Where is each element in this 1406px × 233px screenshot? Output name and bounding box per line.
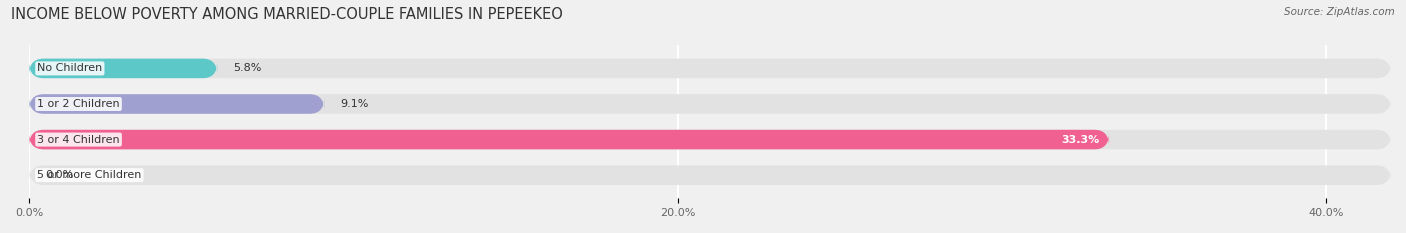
Text: INCOME BELOW POVERTY AMONG MARRIED-COUPLE FAMILIES IN PEPEEKEO: INCOME BELOW POVERTY AMONG MARRIED-COUPL… <box>11 7 564 22</box>
FancyBboxPatch shape <box>30 165 1391 185</box>
FancyBboxPatch shape <box>30 94 325 114</box>
Text: 9.1%: 9.1% <box>340 99 368 109</box>
Text: 33.3%: 33.3% <box>1062 135 1099 144</box>
Text: 1 or 2 Children: 1 or 2 Children <box>37 99 120 109</box>
Text: 0.0%: 0.0% <box>45 170 73 180</box>
FancyBboxPatch shape <box>30 130 1109 149</box>
Text: 3 or 4 Children: 3 or 4 Children <box>37 135 120 144</box>
Text: 5 or more Children: 5 or more Children <box>37 170 142 180</box>
Text: Source: ZipAtlas.com: Source: ZipAtlas.com <box>1284 7 1395 17</box>
Text: 5.8%: 5.8% <box>233 63 262 73</box>
FancyBboxPatch shape <box>30 130 1391 149</box>
FancyBboxPatch shape <box>30 94 1391 114</box>
FancyBboxPatch shape <box>30 59 1391 78</box>
FancyBboxPatch shape <box>30 59 217 78</box>
Text: No Children: No Children <box>37 63 103 73</box>
